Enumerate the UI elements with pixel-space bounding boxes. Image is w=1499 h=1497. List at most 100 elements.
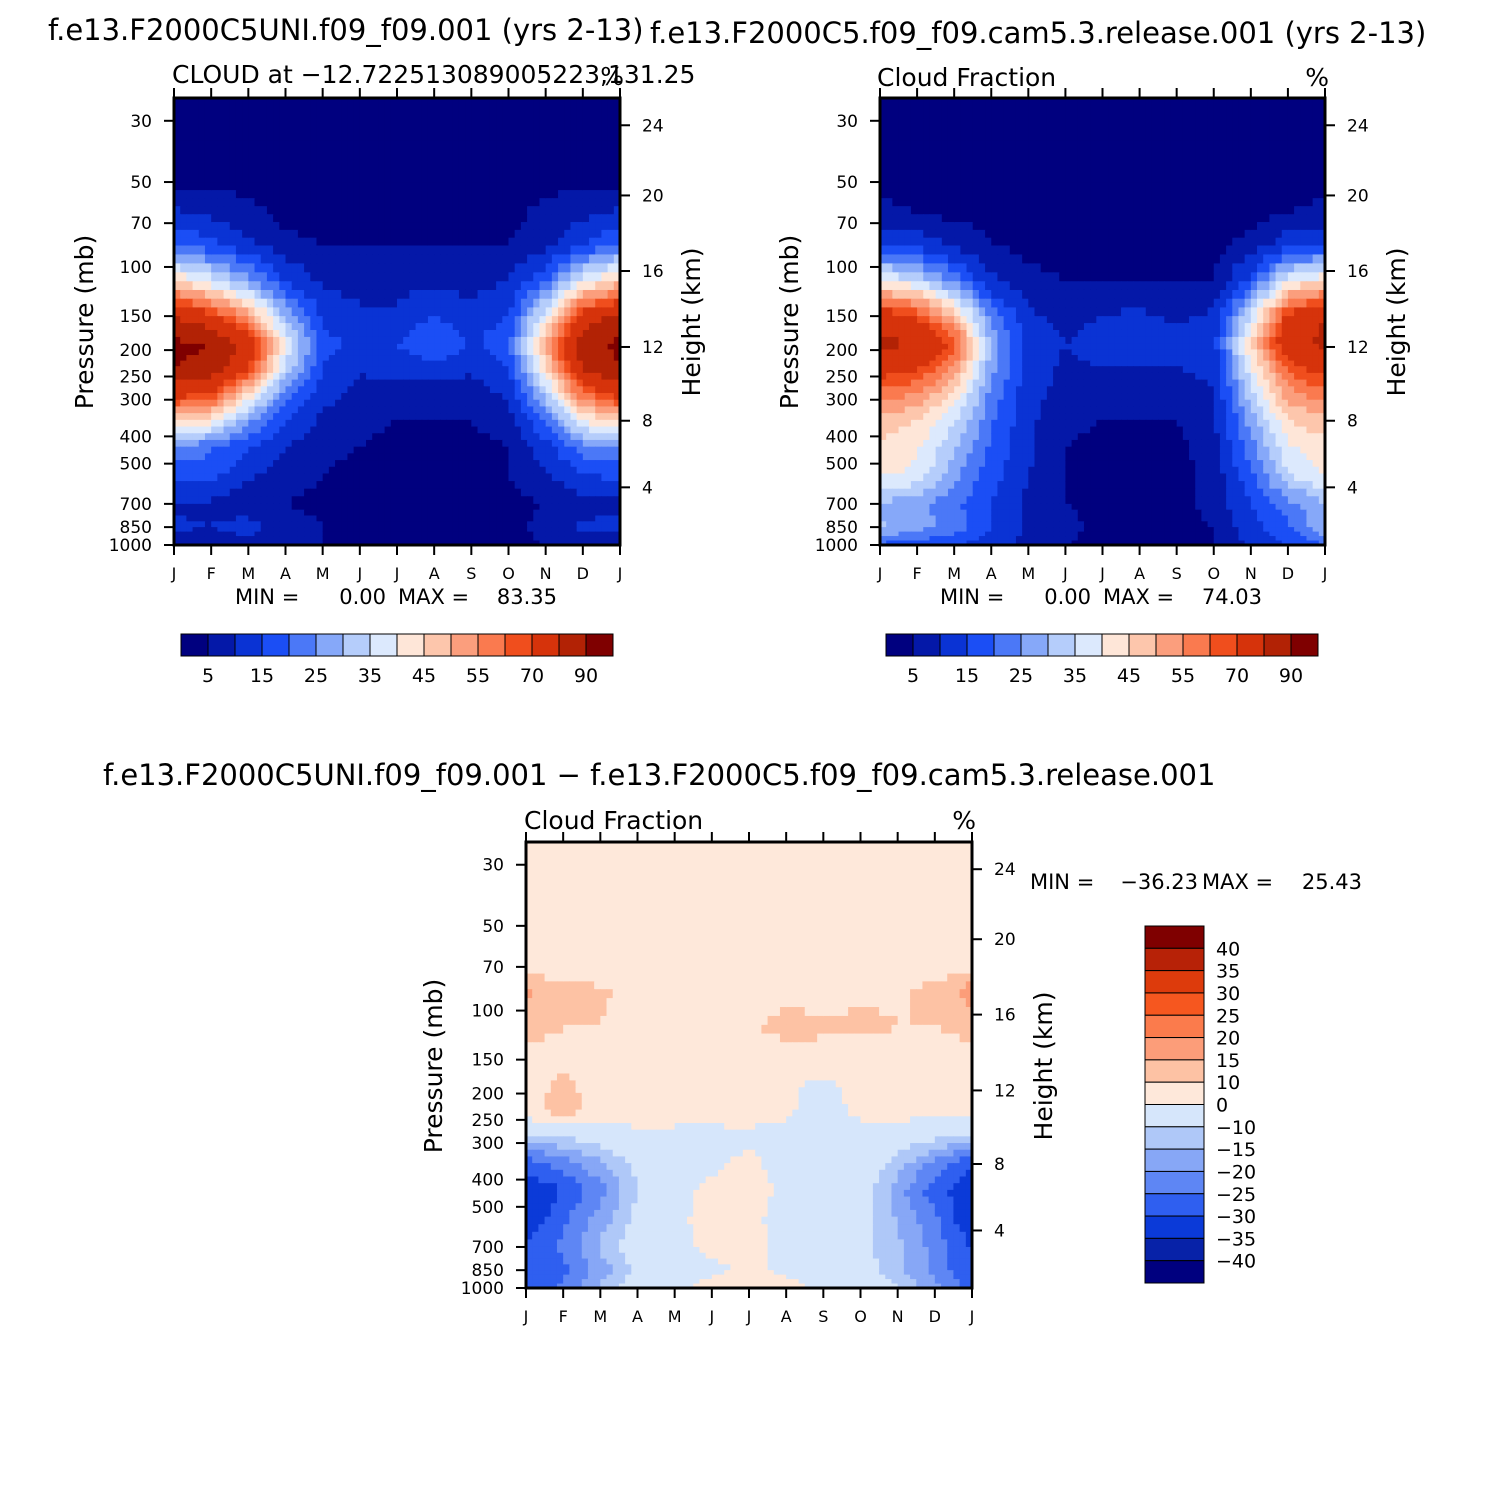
- contour-cell: [1071, 229, 1079, 239]
- contour-cell: [217, 349, 225, 356]
- contour-cell: [533, 298, 541, 309]
- contour-cell: [341, 481, 349, 490]
- contour-cell: [242, 515, 249, 522]
- contour-cell: [223, 540, 231, 546]
- contour-cell: [217, 488, 225, 497]
- contour-cell: [235, 343, 243, 351]
- contour-cell: [1065, 140, 1073, 162]
- contour-cell: [229, 439, 237, 448]
- contour-cell: [613, 307, 621, 317]
- contour-cell: [434, 360, 441, 367]
- contour-cell: [174, 214, 181, 223]
- contour-cell: [589, 372, 596, 381]
- contour-cell: [279, 323, 287, 331]
- contour-cell: [316, 379, 324, 387]
- contour-cell: [434, 190, 441, 199]
- contour-cell: [465, 413, 472, 421]
- contour-cell: [520, 254, 528, 264]
- contour-cell: [273, 263, 280, 273]
- panel-b-title-right: %: [1305, 63, 1329, 92]
- contour-cell: [910, 206, 918, 215]
- contour-cell: [1244, 222, 1252, 231]
- contour-cell: [496, 98, 503, 120]
- contour-cell: [335, 521, 342, 528]
- contour-cell: [582, 481, 590, 490]
- contour-cell: [582, 406, 590, 414]
- contour-cell: [465, 527, 472, 533]
- contour-cell: [1083, 222, 1091, 231]
- contour-cell: [458, 488, 466, 497]
- contour-cell: [266, 298, 274, 309]
- contour-cell: [266, 439, 274, 448]
- contour-cell: [192, 433, 200, 441]
- contour-cell: [273, 372, 280, 381]
- contour-cell: [242, 488, 249, 497]
- contour-cell: [1294, 206, 1301, 215]
- contour-cell: [1238, 161, 1246, 183]
- panel-b: f.e13.F2000C5.f09_f09.cam5.3.release.001…: [650, 16, 1426, 687]
- contour-cell: [223, 509, 231, 517]
- contour-cell: [601, 214, 609, 223]
- contour-cell: [310, 419, 318, 428]
- contour-cell: [1287, 161, 1295, 183]
- contour-cell: [972, 206, 980, 215]
- contour-cell: [1164, 206, 1172, 215]
- contour-cell: [1189, 190, 1196, 199]
- contour-cell: [273, 272, 280, 282]
- contour-cell: [378, 426, 386, 434]
- contour-cell: [458, 307, 466, 317]
- contour-cell: [1034, 237, 1042, 247]
- contour-cell: [589, 98, 596, 120]
- contour-cell: [564, 393, 572, 401]
- contour-cell: [372, 298, 380, 309]
- contour-cell: [1108, 161, 1116, 183]
- contour-cell: [471, 503, 479, 511]
- contour-cell: [601, 161, 609, 183]
- contour-cell: [316, 281, 324, 291]
- contour-cell: [1053, 198, 1060, 207]
- contour-cell: [452, 386, 460, 394]
- contour-cell: [533, 316, 541, 324]
- contour-cell: [465, 473, 472, 482]
- contour-cell: [254, 460, 262, 468]
- contour-cell: [551, 366, 559, 374]
- contour-cell: [266, 229, 274, 239]
- contour-cell: [266, 521, 274, 528]
- contour-cell: [539, 214, 547, 223]
- contour-cell: [570, 372, 578, 381]
- contour-cell: [576, 413, 584, 421]
- contour-cell: [551, 140, 559, 162]
- contour-cell: [520, 140, 528, 162]
- contour-cell: [465, 372, 472, 381]
- contour-cell: [1102, 140, 1110, 162]
- contour-cell: [941, 222, 949, 231]
- contour-cell: [483, 161, 491, 183]
- contour-cell: [496, 289, 503, 300]
- contour-cell: [378, 531, 386, 537]
- contour-cell: [372, 453, 380, 461]
- contour-cell: [1158, 98, 1165, 120]
- contour-cell: [254, 433, 262, 441]
- contour-cell: [440, 509, 448, 517]
- contour-cell: [502, 222, 510, 231]
- contour-cell: [489, 349, 497, 356]
- contour-cell: [1053, 229, 1060, 239]
- contour-cell: [297, 343, 305, 351]
- contour-cell: [1170, 190, 1178, 199]
- contour-cell: [489, 386, 497, 394]
- contour-cell: [403, 98, 410, 120]
- contour-cell: [403, 161, 410, 183]
- contour-cell: [520, 515, 528, 522]
- contour-cell: [217, 245, 225, 256]
- contour-cell: [533, 198, 541, 207]
- contour-cell: [558, 439, 565, 448]
- contour-cell: [1022, 140, 1029, 162]
- contour-cell: [440, 360, 448, 367]
- contour-cell: [520, 466, 528, 475]
- contour-cell: [229, 307, 237, 317]
- contour-cell: [186, 446, 194, 454]
- contour-cell: [403, 229, 410, 239]
- contour-cell: [496, 446, 503, 454]
- contour-cell: [545, 190, 553, 199]
- contour-cell: [613, 190, 621, 199]
